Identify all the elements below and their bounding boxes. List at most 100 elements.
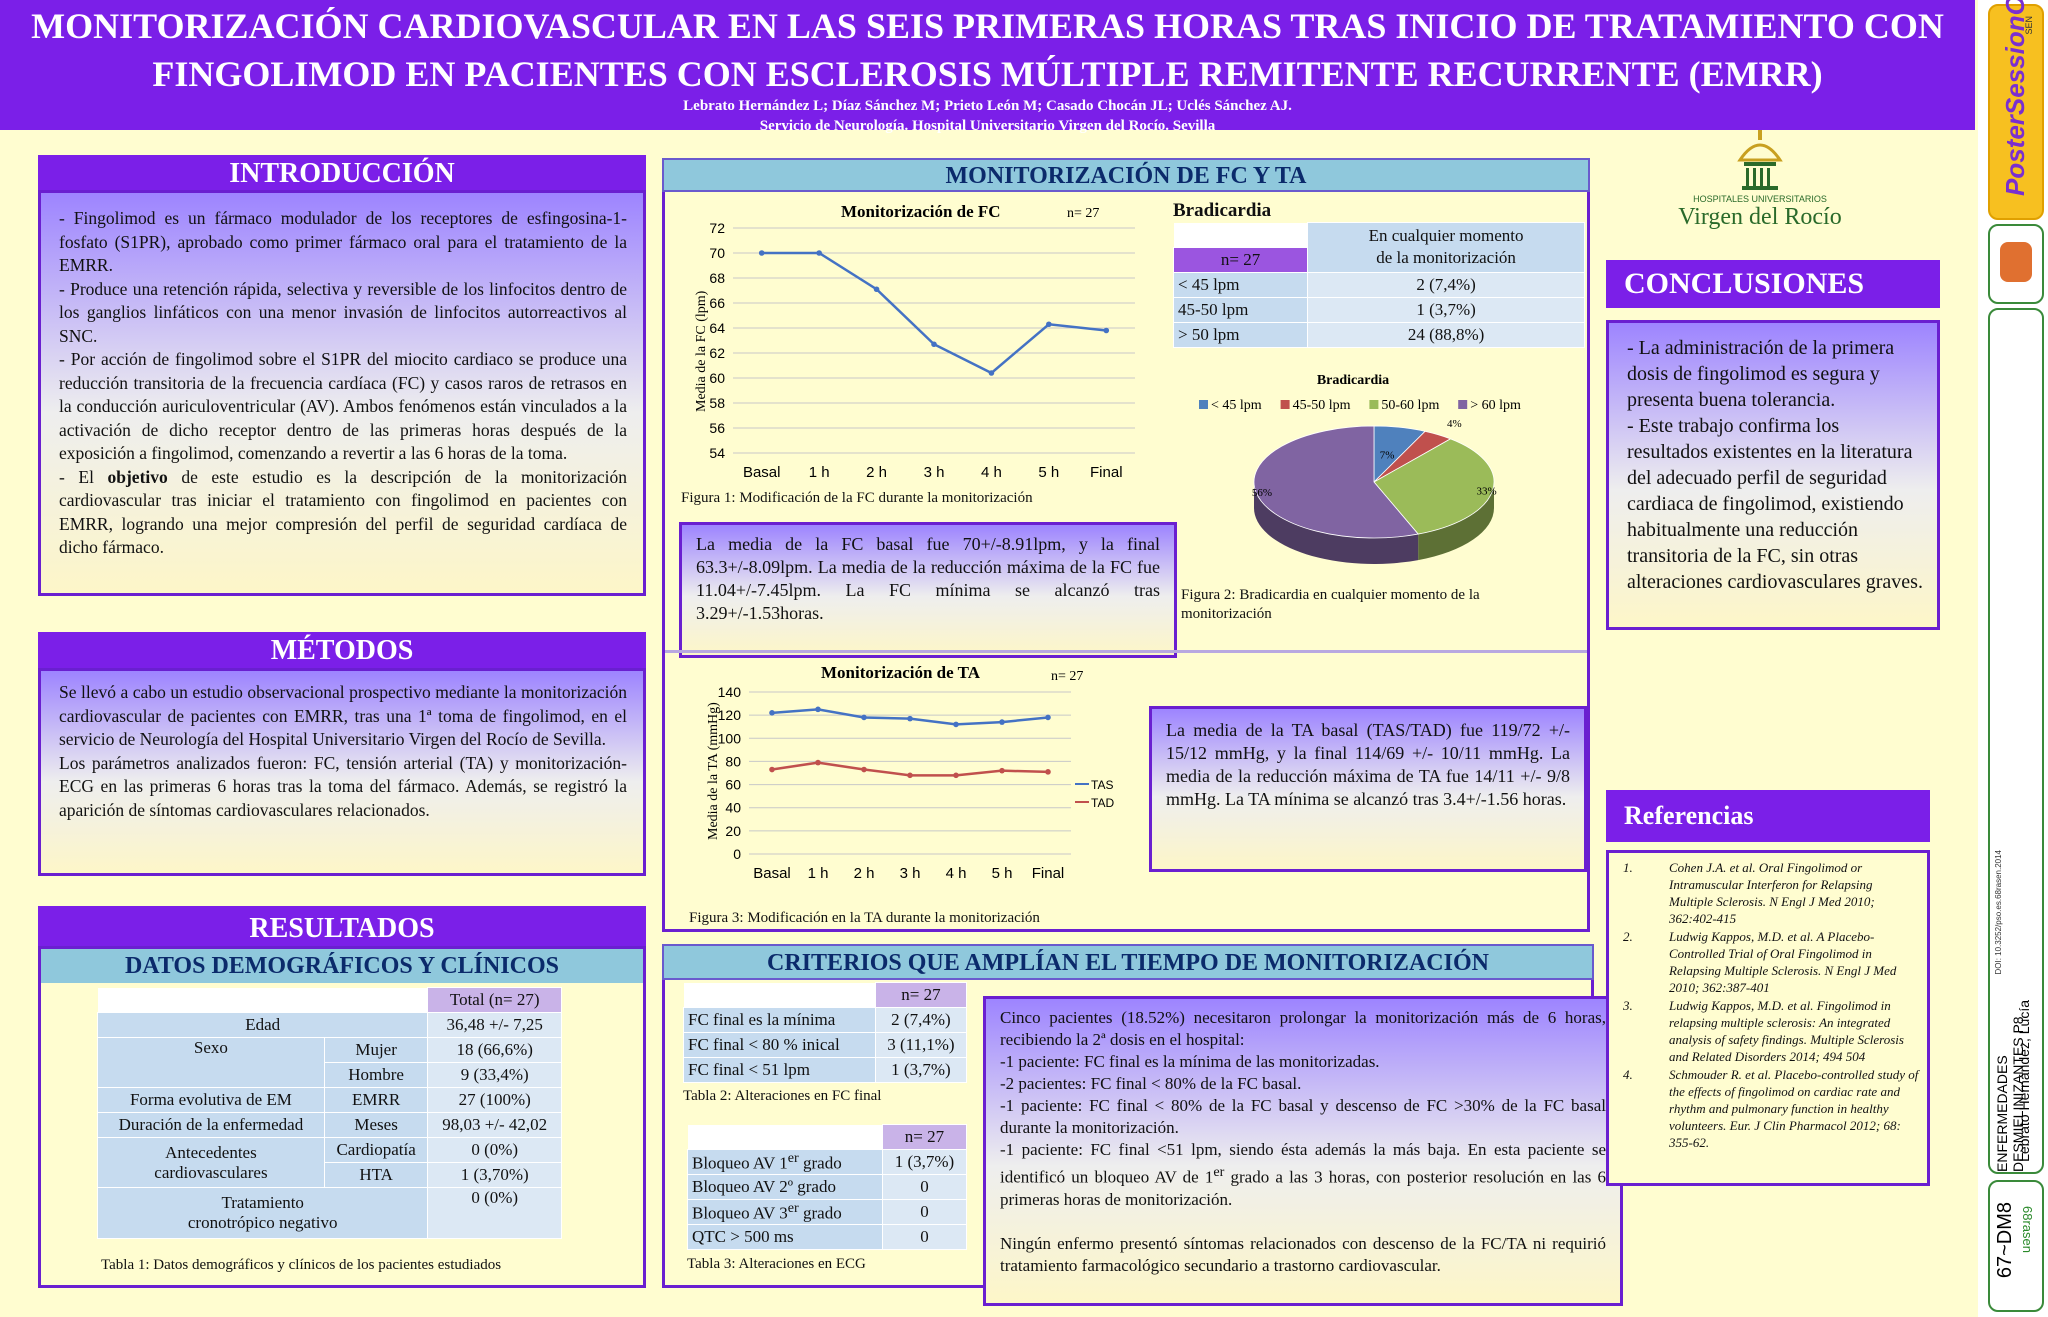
x-tick-label: 1 h xyxy=(808,865,829,882)
brady-row-value: 1 (3,7%) xyxy=(1307,296,1585,323)
data-point xyxy=(816,250,822,256)
row-emrr-value: 27 (100%) xyxy=(427,1087,562,1113)
criterios-text4: -1 paciente: FC final < 80% de la FC bas… xyxy=(1000,1096,1606,1137)
intro-box: - Fingolimod es un fármaco modulador de … xyxy=(38,190,646,596)
x-tick-label: 2 h xyxy=(866,464,887,481)
hospital-logo-line1: HOSPITALES UNIVERSITARIOS xyxy=(1693,194,1827,204)
reference-text: Ludwig Kappos, M.D. et al. A Placebo-Con… xyxy=(1669,929,1897,995)
pie-data-label: 56% xyxy=(1252,487,1272,499)
fc-caption: Figura 1: Modificación de la FC durante … xyxy=(681,490,1033,506)
data-point xyxy=(1045,714,1051,721)
data-point xyxy=(1103,327,1110,334)
pie-slice-side xyxy=(1418,482,1494,561)
t3-row-value: 1 (3,7%) xyxy=(881,1149,968,1175)
hospital-emblem-icon xyxy=(1737,130,1783,190)
data-point xyxy=(758,250,765,256)
monitor-divider xyxy=(665,650,1587,653)
ta-ylabel: Media de la TA (mmHg) xyxy=(706,702,721,840)
fc-ylabel: Media de la FC (lpm) xyxy=(694,290,709,412)
y-tick-label: 66 xyxy=(709,295,725,311)
y-tick-label: 58 xyxy=(709,395,725,411)
data-point xyxy=(988,370,995,376)
data-point xyxy=(815,759,821,766)
intro-p2: - Produce una retención rápida, selectiv… xyxy=(59,278,627,346)
brand-logo: PosterSessionOnline xyxy=(2000,0,2030,196)
row-edad-value: 36,48 +/- 7,25 xyxy=(427,1012,562,1038)
y-tick-label: 60 xyxy=(725,777,741,793)
t3-row-value: 0 xyxy=(881,1199,968,1225)
x-tick-label: 4 h xyxy=(946,865,967,882)
brady-row-label: < 45 lpm xyxy=(1172,271,1309,298)
t3-row-value: 0 xyxy=(881,1174,968,1200)
row-edad-label: Edad xyxy=(96,1012,429,1038)
ta-chart-n: n= 27 xyxy=(1051,669,1083,684)
society-logo-box xyxy=(1988,224,2044,304)
t2-n: n= 27 xyxy=(874,982,968,1008)
row-meses-value: 98,03 +/- 42,02 xyxy=(427,1112,562,1138)
criterios-text6: Ningún enfermo presentó síntomas relacio… xyxy=(1000,1233,1606,1275)
intro-p3: - Por acción de fingolimod sobre el S1PR… xyxy=(59,349,627,463)
brady-col-header-line1: En cualquier momento xyxy=(1368,226,1524,246)
methods-p2: Los parámetros analizados fueron: FC, te… xyxy=(59,752,627,820)
pie-legend-swatch xyxy=(1199,400,1208,409)
x-tick-label: 1 h xyxy=(809,464,830,481)
t3-label-sup: er xyxy=(787,1150,799,1167)
criterios-text-box: Cinco pacientes (18.52%) necesitaron pro… xyxy=(983,996,1623,1306)
t3-n: n= 27 xyxy=(881,1124,968,1150)
t3-row-value: 0 xyxy=(881,1224,968,1250)
conclusions-box: - La administración de la primera dosis … xyxy=(1606,320,1940,630)
x-tick-label: 5 h xyxy=(992,865,1013,882)
t2-row-value: 3 (11,1%) xyxy=(874,1032,968,1058)
brady-col-header: En cualquier momento de la monitorización xyxy=(1307,222,1585,273)
methods-p1: Se llevó a cabo un estudio observacional… xyxy=(59,682,627,749)
table1-total-header: Total (n= 27) xyxy=(427,987,562,1013)
data-point xyxy=(953,721,959,728)
reference-num: 2. xyxy=(1623,929,1633,944)
session-sidebar: PosterSessionOnline SEN DOI: 10.3252/pso… xyxy=(1978,0,2048,1317)
y-tick-label: 72 xyxy=(709,220,725,236)
pie-legend-label: > 60 lpm xyxy=(1470,398,1521,413)
x-tick-label: Final xyxy=(1032,865,1065,882)
pie-slice xyxy=(1373,438,1495,535)
poster-title-line1: MONITORIZACIÓN CARDIOVASCULAR EN LAS SEI… xyxy=(31,6,1944,46)
y-tick-label: 54 xyxy=(709,445,725,461)
criterios-title: CRITERIOS QUE AMPLÍAN EL TIEMPO DE MONIT… xyxy=(662,944,1594,980)
monitor-box: 54 56 58 60 62 64 66 68 70 72 Basal 1 h 2 h 3 h 4 h 5 h… xyxy=(662,192,1590,932)
pie-data-label: 7% xyxy=(1380,450,1395,462)
reference-item: 2. Ludwig Kappos, M.D. et al. A Placebo-C… xyxy=(1617,928,1919,996)
ta-chart: 0 20 40 60 80 100 120 140 Basal 1 h 2 h 3 h 4 h 5 h Fi… xyxy=(706,663,1114,882)
t3-label-sup: er xyxy=(787,1200,799,1217)
brady-col-header-line2: de la monitorización xyxy=(1376,248,1516,268)
poster-title-line2: FINGOLIMOD EN PACIENTES CON ESCLEROSIS M… xyxy=(152,54,1823,94)
ecg-table: n= 27 Bloqueo AV 1er grado 1 (3,7%) Bloqu… xyxy=(687,1124,968,1250)
row-hta-value: 1 (3,70%) xyxy=(427,1162,562,1188)
conclusions-title: CONCLUSIONES xyxy=(1606,260,1940,308)
references-box: 1. Cohen J.A. et al. Oral Fingolimod or I… xyxy=(1606,850,1930,1186)
t3-label-suffix: grado xyxy=(798,1153,842,1173)
pie-legend-swatch xyxy=(1280,400,1290,409)
poster-code: 67~DM8 xyxy=(1994,1202,2016,1279)
x-tick-label: 3 h xyxy=(924,464,945,481)
pie-data-label: 4% xyxy=(1447,418,1462,430)
y-tick-label: 68 xyxy=(709,270,725,286)
t3-row-label: QTC > 500 ms xyxy=(687,1224,883,1250)
criterios-text2: -1 paciente: FC final es la mínima de la… xyxy=(1000,1052,1380,1071)
results-title: RESULTADOS xyxy=(38,906,646,948)
y-tick-label: 40 xyxy=(725,800,741,816)
y-tick-label: 70 xyxy=(709,245,725,261)
t2-row-value: 2 (7,4%) xyxy=(874,1007,968,1033)
brady-table: En cualquier momento de la monitorización… xyxy=(1172,222,1585,348)
series-line xyxy=(761,251,1107,375)
criterios-text3: -2 pacientes: FC final < 80% de la FC ba… xyxy=(1000,1074,1302,1093)
data-point xyxy=(769,766,775,773)
row-forma-label: Forma evolutiva de EM xyxy=(97,1087,325,1113)
results-box: DATOS DEMOGRÁFICOS Y CLÍNICOS Total (n= … xyxy=(38,946,646,1288)
x-tick-label: Basal xyxy=(743,464,781,481)
reference-num: 4. xyxy=(1623,1067,1633,1082)
data-point xyxy=(907,715,913,722)
row-tratamiento-label: Tratamiento cronotrópico negativo xyxy=(96,1187,429,1239)
society-logo-icon xyxy=(2000,242,2032,282)
y-tick-label: 100 xyxy=(718,730,742,746)
brady-row-label: 45-50 lpm xyxy=(1172,296,1309,323)
pie-slice-side xyxy=(1254,482,1419,564)
